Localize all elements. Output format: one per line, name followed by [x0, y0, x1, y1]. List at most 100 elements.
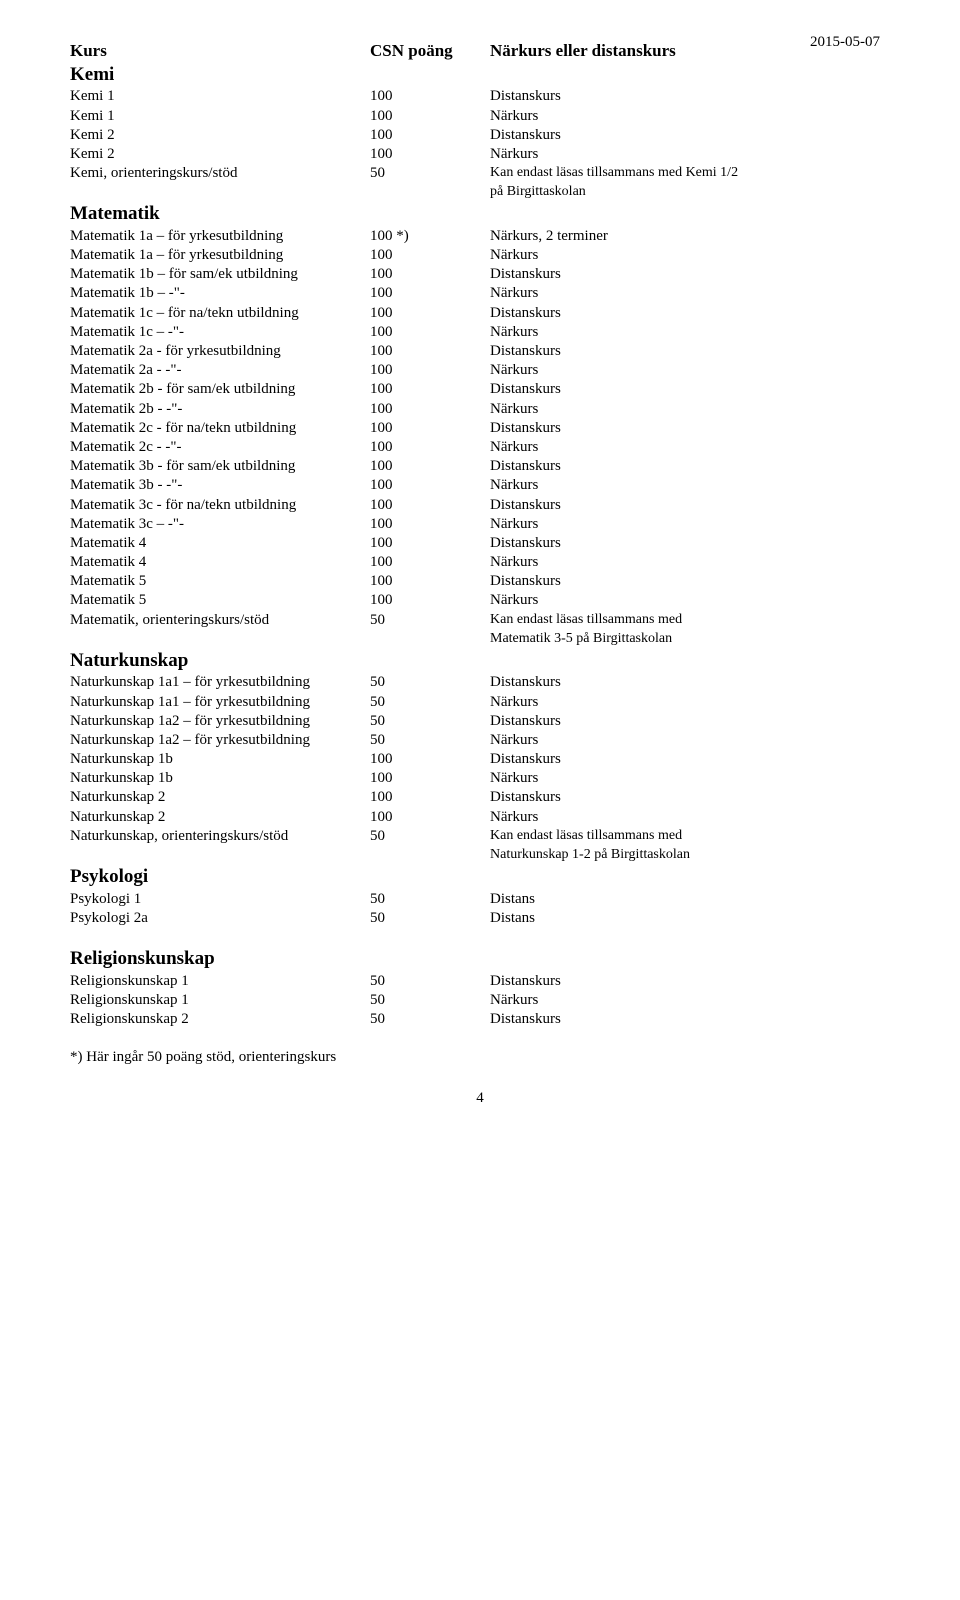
- course-type: Närkurs: [490, 553, 890, 572]
- course-name: Matematik, orienteringskurs/stöd: [70, 611, 370, 630]
- course-name: Psykologi 2a: [70, 909, 370, 928]
- course-points: 100: [370, 496, 490, 515]
- course-points: 100: [370, 126, 490, 145]
- course-points: 100: [370, 265, 490, 284]
- course-name: Matematik 1c – -"-: [70, 323, 370, 342]
- course-points: 100: [370, 284, 490, 303]
- course-type: Distanskurs: [490, 265, 890, 284]
- course-name: Psykologi 1: [70, 890, 370, 909]
- course-points: 100: [370, 591, 490, 610]
- course-type: Distanskurs: [490, 750, 890, 769]
- course-points: 100: [370, 246, 490, 265]
- course-type: Distanskurs: [490, 534, 890, 553]
- table-row: Naturkunskap 1a2 – för yrkesutbildning50…: [70, 731, 890, 750]
- table-row: Naturkunskap 1a1 – för yrkesutbildning50…: [70, 693, 890, 712]
- course-type: Närkurs, 2 terminer: [490, 227, 890, 246]
- course-type: Distanskurs: [490, 304, 890, 323]
- table-row: Psykologi 150Distans: [70, 890, 890, 909]
- course-points: 100: [370, 553, 490, 572]
- table-row: Naturkunskap, orienteringskurs/stöd50Kan…: [70, 827, 890, 846]
- course-name: Naturkunskap 1b: [70, 750, 370, 769]
- course-points: 100: [370, 304, 490, 323]
- table-row: Matematik 1a – för yrkesutbildning100 *)…: [70, 227, 890, 246]
- course-type: Närkurs: [490, 515, 890, 534]
- course-points: 50: [370, 827, 490, 846]
- table-row: Naturkunskap 1a2 – för yrkesutbildning50…: [70, 712, 890, 731]
- table-row: Matematik 2b - för sam/ek utbildning100D…: [70, 380, 890, 399]
- course-name: Matematik 4: [70, 534, 370, 553]
- table-row: Religionskunskap 150Närkurs: [70, 991, 890, 1010]
- table-row: Matematik 1a – för yrkesutbildning100När…: [70, 246, 890, 265]
- course-points: 100: [370, 572, 490, 591]
- table-row: Matematik 3c – -"-100Närkurs: [70, 515, 890, 534]
- page-number: 4: [70, 1090, 890, 1107]
- course-type: Distanskurs: [490, 87, 890, 106]
- course-name: Naturkunskap 2: [70, 808, 370, 827]
- table-row: Naturkunskap 1b100Närkurs: [70, 769, 890, 788]
- course-name: Matematik 1c – för na/tekn utbildning: [70, 304, 370, 323]
- course-name: Matematik 2a - för yrkesutbildning: [70, 342, 370, 361]
- course-points: 50: [370, 673, 490, 692]
- table-row: Kemi 2100Distanskurs: [70, 126, 890, 145]
- section-matematik: Matematik: [70, 201, 890, 227]
- course-name: Religionskunskap 1: [70, 972, 370, 991]
- course-name: Matematik 5: [70, 572, 370, 591]
- course-name: Matematik 3b - för sam/ek utbildning: [70, 457, 370, 476]
- course-points: 100: [370, 323, 490, 342]
- course-note-line2: på Birgittaskolan: [490, 183, 890, 201]
- course-type: Närkurs: [490, 361, 890, 380]
- table-row: Matematik 2c - för na/tekn utbildning100…: [70, 419, 890, 438]
- footnote: *) Här ingår 50 poäng stöd, orienterings…: [70, 1049, 890, 1066]
- course-type: Distanskurs: [490, 457, 890, 476]
- table-row: Matematik 5100Närkurs: [70, 591, 890, 610]
- course-type: Närkurs: [490, 246, 890, 265]
- course-points: 100: [370, 107, 490, 126]
- course-type: Närkurs: [490, 808, 890, 827]
- course-name: Kemi 1: [70, 107, 370, 126]
- course-type: Närkurs: [490, 438, 890, 457]
- section-naturkunskap: Naturkunskap: [70, 648, 890, 674]
- course-points: 50: [370, 693, 490, 712]
- course-name: Matematik 2b - för sam/ek utbildning: [70, 380, 370, 399]
- course-points: 100: [370, 342, 490, 361]
- document-page: 2015-05-07 Kurs CSN poäng Närkurs eller …: [0, 0, 960, 1600]
- note-continuation: Naturkunskap 1-2 på Birgittaskolan: [70, 846, 890, 864]
- course-type: Distanskurs: [490, 496, 890, 515]
- table-row: Matematik 2b - -"-100Närkurs: [70, 400, 890, 419]
- header-kurs: Kurs: [70, 40, 370, 62]
- course-name: Kemi 2: [70, 145, 370, 164]
- course-type: Närkurs: [490, 323, 890, 342]
- course-name: Matematik 3c - för na/tekn utbildning: [70, 496, 370, 515]
- course-type: Distanskurs: [490, 1010, 890, 1029]
- course-points: 50: [370, 972, 490, 991]
- course-type: Närkurs: [490, 769, 890, 788]
- course-name: Naturkunskap 1a1 – för yrkesutbildning: [70, 673, 370, 692]
- course-type: Distanskurs: [490, 788, 890, 807]
- table-row: Naturkunskap 1a1 – för yrkesutbildning50…: [70, 673, 890, 692]
- table-row: Kemi 1100Distanskurs: [70, 87, 890, 106]
- course-points: 100: [370, 145, 490, 164]
- course-points: 50: [370, 991, 490, 1010]
- table-row: Naturkunskap 2100Närkurs: [70, 808, 890, 827]
- table-row: Matematik 2a - för yrkesutbildning100Dis…: [70, 342, 890, 361]
- course-points: 50: [370, 611, 490, 630]
- table-row: Matematik 1b – -"-100Närkurs: [70, 284, 890, 303]
- course-name: Naturkunskap 1a1 – för yrkesutbildning: [70, 693, 370, 712]
- course-points: 50: [370, 1010, 490, 1029]
- table-row: Matematik 4100Närkurs: [70, 553, 890, 572]
- course-points: 100: [370, 438, 490, 457]
- table-row: Kemi, orienteringskurs/stöd50Kan endast …: [70, 164, 890, 183]
- course-name: Naturkunskap 2: [70, 788, 370, 807]
- course-points: 100 *): [370, 227, 490, 246]
- course-type: Närkurs: [490, 400, 890, 419]
- course-points: 100: [370, 457, 490, 476]
- course-points: 50: [370, 731, 490, 750]
- table-row: Kemi 1100Närkurs: [70, 107, 890, 126]
- course-note-line2: Matematik 3-5 på Birgittaskolan: [490, 630, 890, 648]
- table-row: Matematik 3b - för sam/ek utbildning100D…: [70, 457, 890, 476]
- table-row: Religionskunskap 250Distanskurs: [70, 1010, 890, 1029]
- course-type: Distanskurs: [490, 712, 890, 731]
- course-type: Distanskurs: [490, 572, 890, 591]
- course-type: Närkurs: [490, 476, 890, 495]
- course-name: Matematik 5: [70, 591, 370, 610]
